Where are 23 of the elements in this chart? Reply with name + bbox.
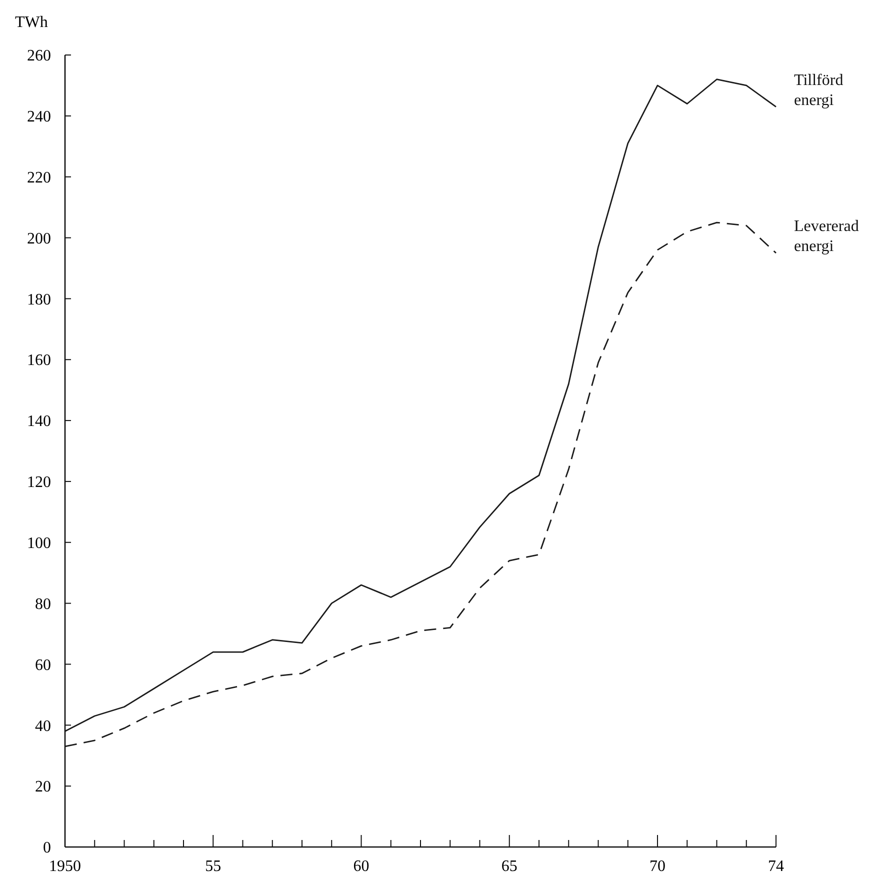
x-tick-label: 60 bbox=[353, 858, 370, 875]
y-tick-label: 160 bbox=[27, 352, 51, 370]
y-tick-label: 60 bbox=[35, 656, 51, 674]
x-tick-label: 65 bbox=[501, 858, 518, 875]
y-tick-label: 200 bbox=[27, 230, 51, 248]
y-tick-label: 20 bbox=[35, 778, 51, 796]
y-tick-label: 180 bbox=[27, 291, 51, 308]
x-tick-label: 70 bbox=[650, 858, 666, 875]
x-tick-label: 1950 bbox=[49, 858, 81, 875]
series-label: Levererad energi bbox=[794, 218, 859, 255]
y-tick-label: 80 bbox=[35, 596, 51, 613]
y-tick-label: 240 bbox=[27, 108, 51, 126]
y-axis-title: TWh bbox=[15, 14, 48, 31]
y-tick-label: 260 bbox=[27, 48, 51, 65]
y-tick-label: 100 bbox=[27, 534, 51, 552]
y-tick-label: 0 bbox=[43, 840, 51, 857]
y-tick-label: 140 bbox=[27, 413, 51, 430]
y-tick-label: 40 bbox=[35, 718, 51, 735]
series-label: Tillförd energi bbox=[794, 72, 844, 109]
y-tick-label: 120 bbox=[27, 474, 51, 492]
x-tick-label: 74 bbox=[768, 858, 784, 875]
y-tick-label: 220 bbox=[27, 169, 51, 186]
x-tick-label: 55 bbox=[205, 858, 222, 875]
